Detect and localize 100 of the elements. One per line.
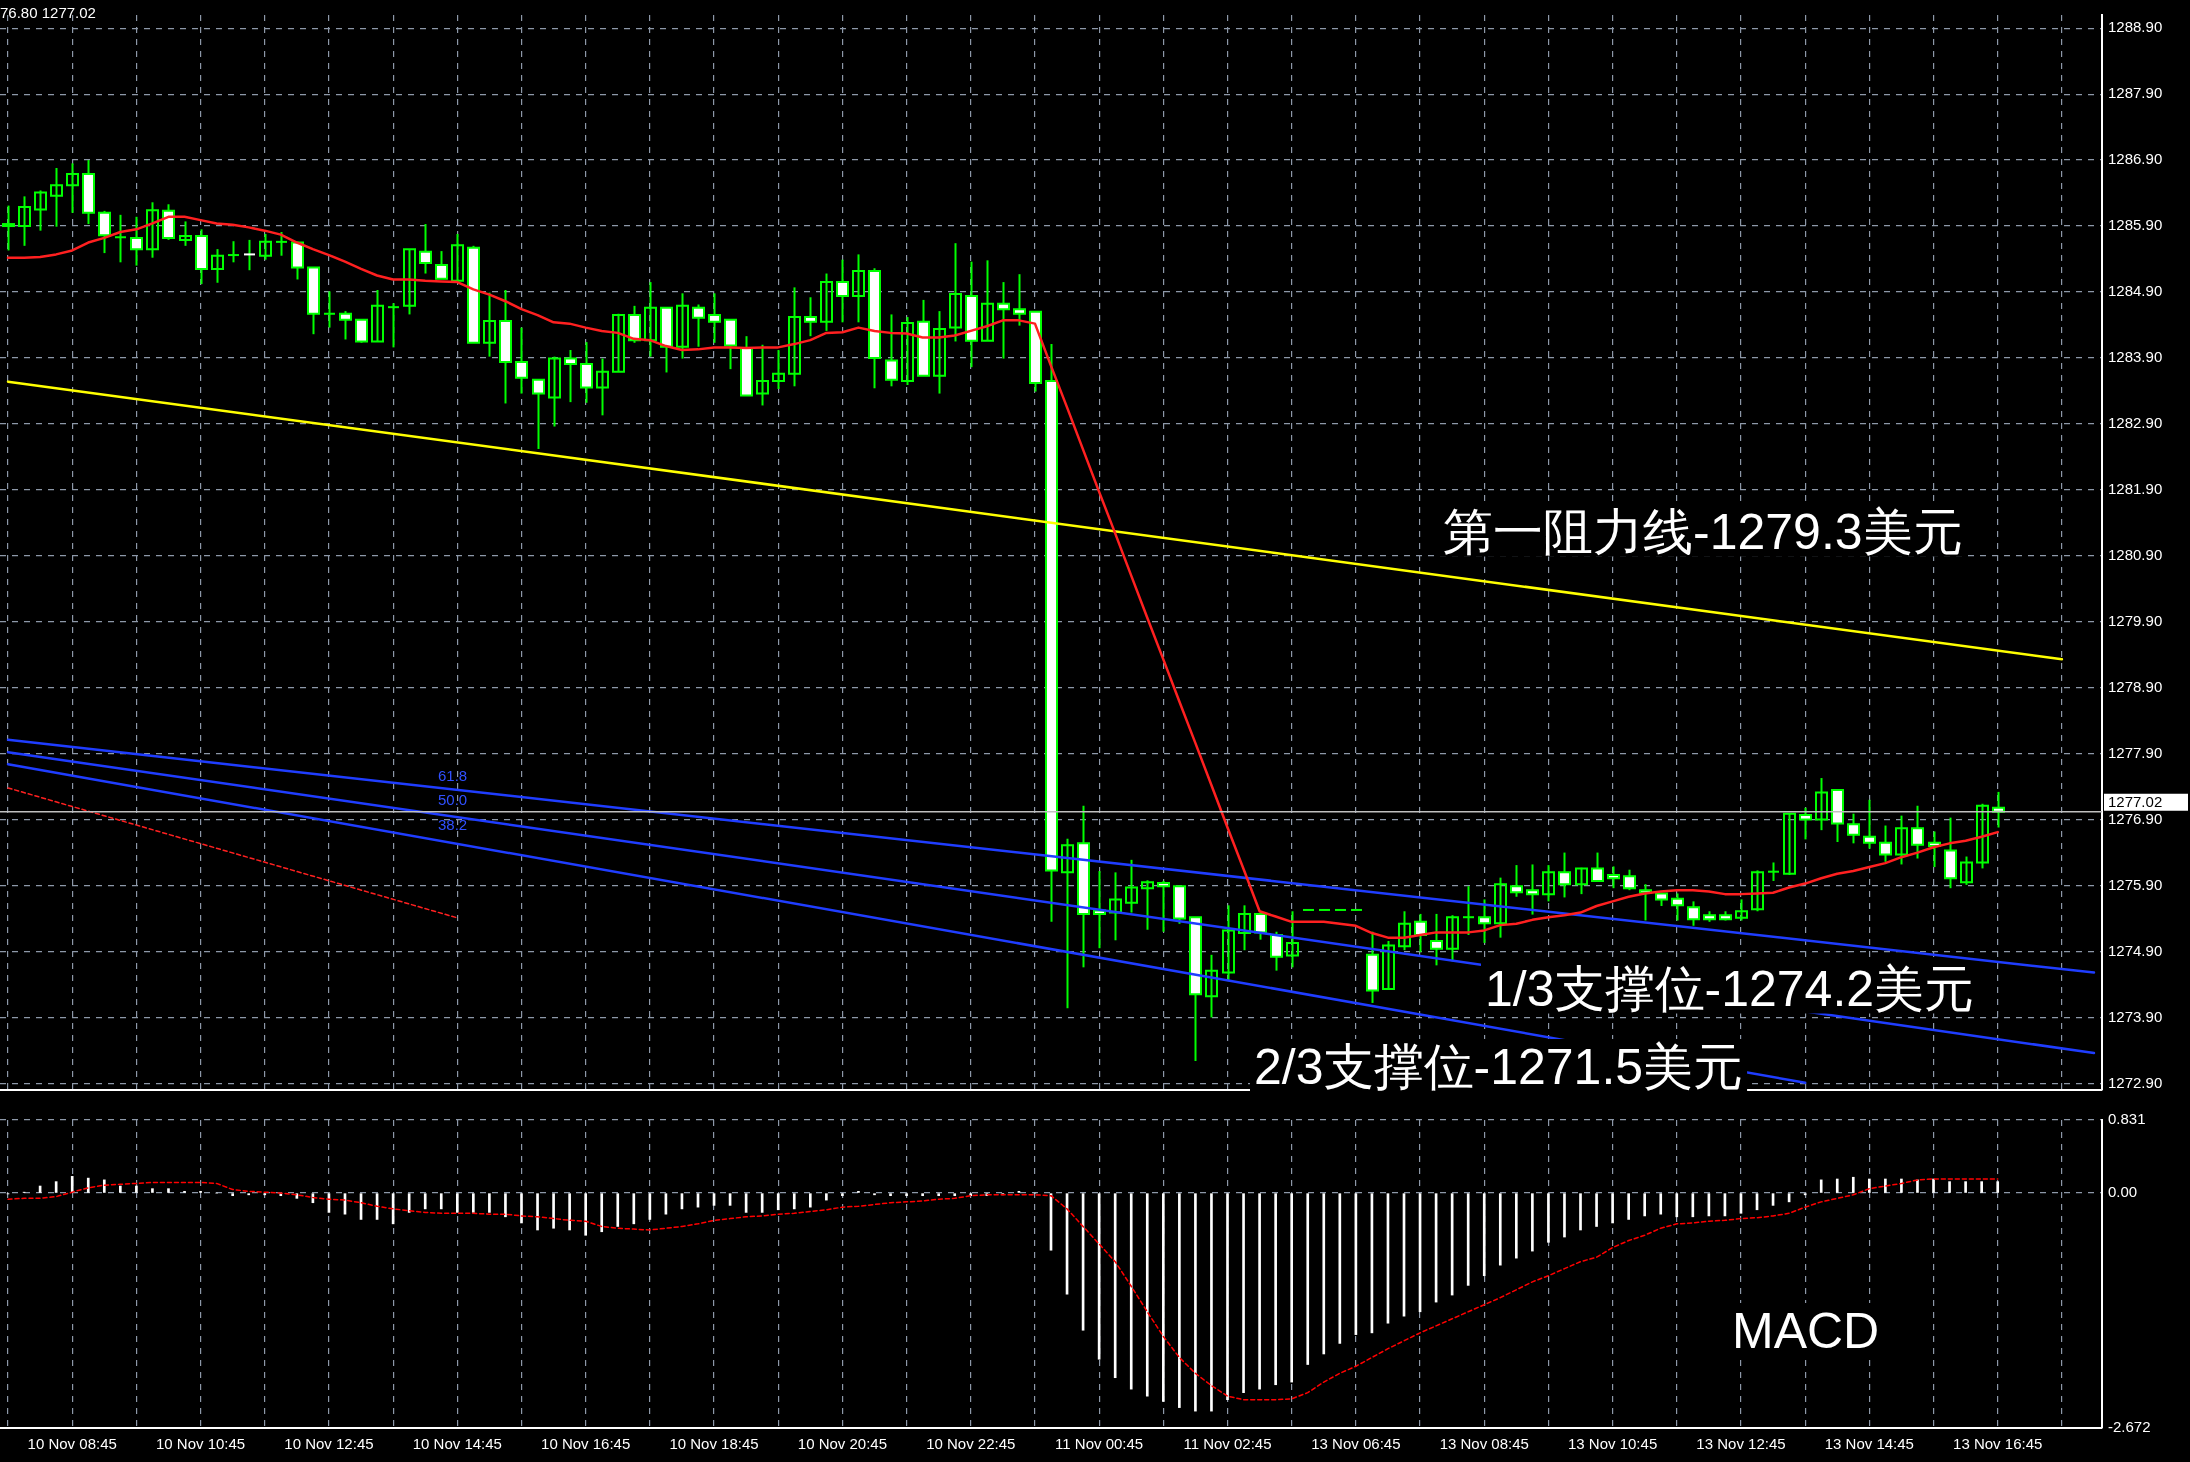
bar [792,1193,796,1210]
candlestick [371,289,384,343]
bar [520,1193,523,1224]
bar [1563,1193,1566,1238]
candlestick [1109,871,1122,942]
candlestick [387,302,400,349]
bar [1916,1179,1919,1193]
candlestick [852,253,865,324]
y-tick-label: 0.00 [2108,1183,2138,1201]
bar [1466,1193,1470,1286]
candlestick [211,248,224,284]
bar [552,1193,555,1229]
bar [1835,1178,1839,1193]
bar [472,1193,475,1213]
bar [1145,1193,1149,1397]
candlestick [1494,876,1507,939]
candlestick [1141,879,1154,931]
annotation: 1/3支撑位-1274.2美元 [1485,961,1975,1017]
bar [167,1188,170,1193]
bar [536,1193,539,1231]
y-tick-label: 1274.90 [2108,941,2163,959]
bar [1675,1193,1679,1218]
bar [600,1193,604,1233]
bar [1579,1193,1582,1231]
candlestick [1815,777,1828,832]
bar [102,1179,106,1193]
candlestick [243,238,256,272]
candlestick [1238,904,1251,952]
candlestick [259,232,272,261]
x-tick-label: 11 Nov 00:45 [1055,1435,1144,1453]
candlestick [483,291,496,358]
bar [1258,1193,1261,1390]
bar [151,1188,154,1193]
candlestick [820,272,833,332]
candlestick [788,286,801,388]
y-tick-label: 1275.90 [2108,875,2163,893]
candlestick [949,242,962,343]
annotation: 2/3支撑位-1271.5美元 [1254,1039,1744,1095]
y-tick-label: 1279.90 [2108,611,2163,629]
x-tick-label: 13 Nov 14:45 [1824,1435,1914,1453]
x-tick-label: 10 Nov 10:45 [155,1435,246,1453]
candlestick [772,349,785,390]
candlestick [275,230,288,257]
bar [1547,1193,1550,1243]
candlestick [1542,864,1555,903]
bar [1868,1178,1871,1193]
bar [1482,1193,1486,1277]
candlestick [1976,802,1989,870]
bar [1161,1193,1165,1402]
candlestick [1960,855,1973,886]
x-tick-label: 13 Nov 08:45 [1439,1435,1529,1453]
x-tick-label: 13 Nov 10:45 [1567,1435,1658,1453]
y-tick-label: 1287.90 [2108,84,2163,102]
bar [584,1193,587,1236]
bar [1948,1181,1951,1193]
candlestick [1398,910,1411,952]
y-tick-label: -2.672 [2108,1418,2151,1436]
bar [423,1193,427,1210]
candlestick [50,167,63,228]
candlestick [1735,898,1748,922]
bar [1819,1179,1823,1193]
bar [1595,1193,1598,1227]
x-tick-label: 10 Nov 14:45 [412,1435,502,1453]
x-tick-label: 10 Nov 12:45 [284,1435,374,1453]
annotation: 第一阻力线-1279.3美元 [1443,504,1963,560]
candlestick [1462,885,1475,937]
candlestick [18,195,31,247]
candlestick [1767,861,1780,882]
bar [1884,1178,1887,1193]
bar [1900,1178,1903,1193]
candlestick [114,213,127,264]
y-tick-label: 1277.90 [2108,743,2163,761]
candlestick [1382,939,1395,991]
bar [1627,1193,1630,1220]
bar [1242,1193,1245,1393]
x-tick-label: 13 Nov 12:45 [1696,1435,1786,1453]
bar [1322,1193,1326,1355]
bar [70,1176,74,1193]
bar [1643,1193,1647,1217]
candlestick [323,290,336,329]
bar [1226,1193,1229,1401]
y-tick-label: 1273.90 [2108,1007,2163,1025]
x-tick-label: 11 Nov 02:45 [1183,1435,1272,1453]
y-tick-label: 1276.90 [2108,809,2163,827]
annotation: 61.8 [438,767,468,784]
candlestick [1061,837,1074,1010]
candlestick [1783,812,1796,876]
candlestick [34,189,47,232]
candlestick [1205,953,1218,1019]
bar [1964,1181,1967,1193]
bar [1498,1193,1502,1266]
bar [439,1193,443,1210]
y-tick-label: 1285.90 [2108,216,2163,234]
bar [1338,1193,1342,1344]
candlestick [1575,866,1588,896]
bar [616,1193,620,1227]
candlestick [1895,814,1908,866]
candlestick [676,292,689,360]
bar [135,1185,138,1193]
bar [1531,1193,1534,1252]
